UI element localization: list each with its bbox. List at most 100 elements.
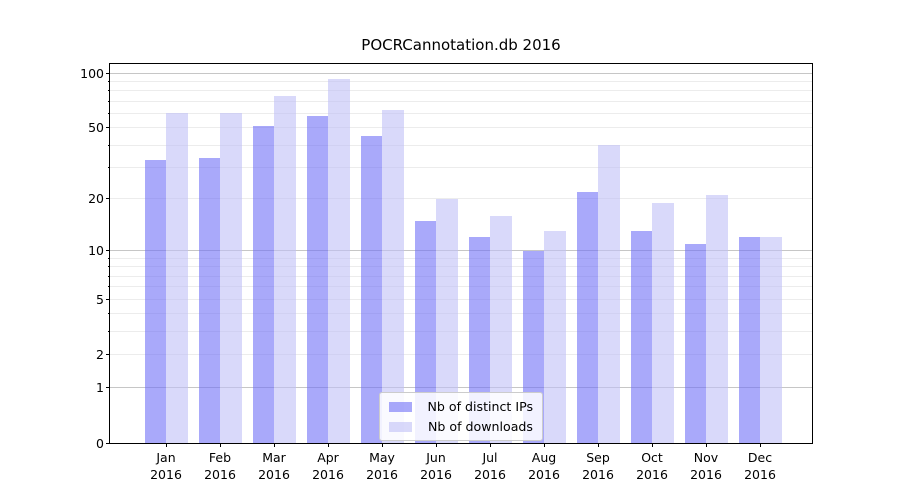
legend-swatch-downloads	[389, 421, 412, 432]
x-tick	[705, 443, 707, 447]
x-tick-label: Sep 2016	[582, 450, 614, 482]
downloads-bar-dec	[760, 237, 782, 443]
x-tick-label: Apr 2016	[312, 450, 344, 482]
downloads-bar-feb	[220, 113, 242, 443]
x-tick	[597, 443, 599, 447]
x-tick	[327, 443, 329, 447]
x-tick	[273, 443, 275, 447]
distinct-ips-bar-sep	[576, 191, 598, 443]
plot-area: Nb of distinct IPs Nb of downloads	[109, 63, 813, 444]
y-minor-tick	[107, 100, 110, 102]
x-tick	[651, 443, 653, 447]
gridline-minor	[110, 331, 812, 333]
y-tick-label: 2	[96, 347, 104, 363]
x-tick	[219, 443, 221, 447]
x-tick	[435, 443, 437, 447]
gridline-minor	[110, 313, 812, 315]
downloads-bar-oct	[652, 202, 674, 443]
legend-swatch-distinct-ips	[389, 401, 412, 412]
downloads-bar-may	[382, 109, 404, 443]
gridline-minor	[110, 286, 812, 288]
y-minor-tick	[107, 90, 110, 92]
y-minor-tick	[107, 313, 110, 315]
y-minor-tick	[107, 275, 110, 277]
y-tick	[106, 354, 110, 356]
gridline-minor	[110, 80, 812, 82]
y-tick	[106, 198, 110, 200]
downloads-bar-jul	[490, 215, 512, 443]
x-tick-label: Feb 2016	[204, 450, 236, 482]
legend-item-downloads: Nb of downloads	[389, 419, 533, 434]
y-minor-tick	[107, 112, 110, 114]
x-tick	[759, 443, 761, 447]
distinct-ips-bar-oct	[630, 231, 652, 443]
gridline-minor	[110, 112, 812, 114]
bars-layer	[110, 64, 812, 443]
x-tick	[165, 443, 167, 447]
x-tick-label: Dec 2016	[744, 450, 776, 482]
chart-title: POCRCannotation.db 2016	[361, 36, 561, 54]
y-tick-label: 20	[88, 191, 104, 207]
y-minor-tick	[107, 286, 110, 288]
y-tick	[106, 442, 110, 444]
gridline-minor	[110, 266, 812, 268]
y-minor-tick	[107, 266, 110, 268]
gridline-decade	[110, 72, 812, 74]
x-tick-label: May 2016	[366, 450, 398, 482]
y-tick-label: 5	[96, 291, 104, 307]
y-tick-label: 10	[88, 243, 104, 259]
gridline-minor	[110, 90, 812, 92]
legend: Nb of distinct IPs Nb of downloads	[379, 392, 543, 441]
gridline-minor	[110, 275, 812, 277]
y-tick	[106, 72, 110, 74]
y-tick	[106, 386, 110, 388]
gridline-minor	[110, 198, 812, 200]
y-tick	[106, 250, 110, 252]
distinct-ips-bar-jan	[144, 160, 166, 443]
y-minor-tick	[107, 167, 110, 169]
y-minor-tick	[107, 257, 110, 259]
gridlines-layer	[110, 64, 812, 443]
downloads-bar-jun	[436, 198, 458, 443]
downloads-bar-apr	[328, 78, 350, 443]
y-tick	[106, 298, 110, 300]
downloads-bar-mar	[274, 95, 296, 443]
legend-label-distinct-ips: Nb of distinct IPs	[427, 399, 533, 414]
distinct-ips-bar-jul	[468, 237, 490, 443]
distinct-ips-bar-dec	[738, 237, 760, 443]
downloads-bar-nov	[706, 195, 728, 443]
gridline-minor	[110, 167, 812, 169]
legend-label-downloads: Nb of downloads	[427, 419, 533, 434]
gridline-minor	[110, 127, 812, 129]
x-tick-label: Mar 2016	[258, 450, 290, 482]
x-tick-label: Aug 2016	[528, 450, 560, 482]
legend-item-distinct-ips: Nb of distinct IPs	[389, 399, 533, 414]
x-tick-label: Jan 2016	[150, 450, 182, 482]
x-tick	[543, 443, 545, 447]
gridline-decade	[110, 250, 812, 252]
gridline-minor	[110, 100, 812, 102]
x-tick-label: Nov 2016	[690, 450, 722, 482]
distinct-ips-bar-nov	[684, 243, 706, 443]
gridline-minor	[110, 298, 812, 300]
y-minor-tick	[107, 144, 110, 146]
x-tick	[381, 443, 383, 447]
distinct-ips-bar-may	[360, 136, 382, 443]
x-tick-label: Jul 2016	[474, 450, 506, 482]
y-tick-label: 50	[88, 120, 104, 136]
x-tick-label: Jun 2016	[420, 450, 452, 482]
y-tick-label: 0	[96, 435, 104, 451]
distinct-ips-bar-apr	[306, 116, 328, 443]
y-tick-label: 100	[80, 65, 104, 81]
downloads-bar-sep	[598, 145, 620, 443]
downloads-bar-aug	[544, 231, 566, 443]
distinct-ips-bar-mar	[252, 126, 274, 443]
x-tick	[489, 443, 491, 447]
gridline-minor	[110, 354, 812, 356]
gridline-decade	[110, 386, 812, 388]
downloads-bar-jan	[166, 113, 188, 443]
y-minor-tick	[107, 331, 110, 333]
distinct-ips-bar-feb	[198, 157, 220, 443]
distinct-ips-bar-jun	[414, 220, 436, 443]
